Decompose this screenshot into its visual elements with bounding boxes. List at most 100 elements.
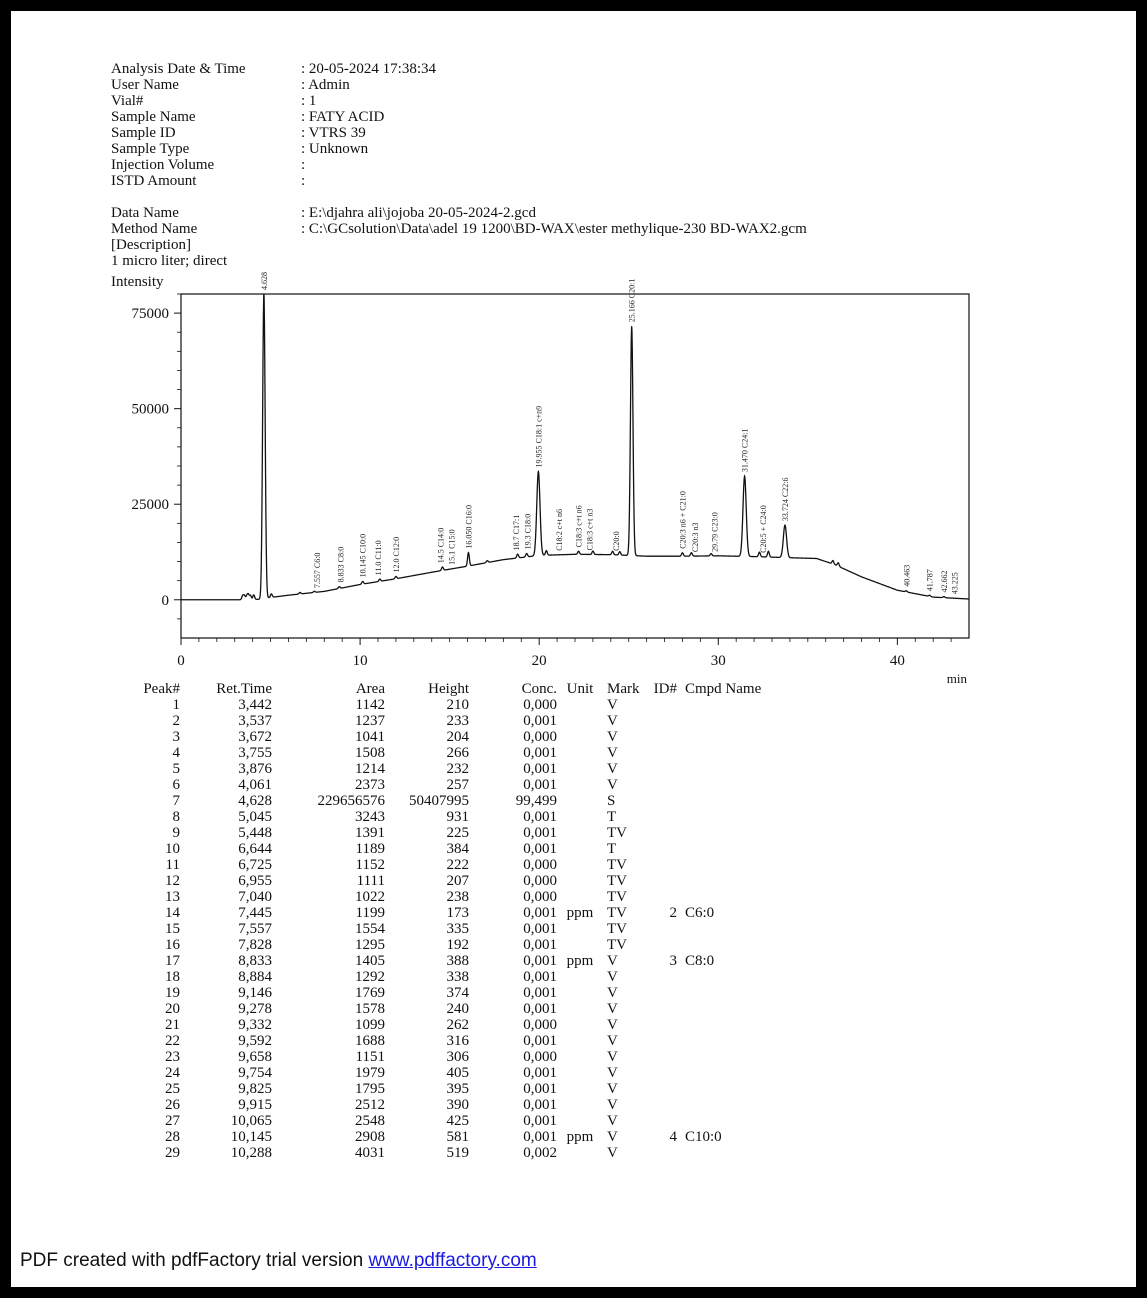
peak-label: C18:3 c+t n3: [585, 509, 594, 551]
table-cell: 5,448: [238, 825, 272, 841]
table-cell: [641, 777, 677, 793]
table-cell: 7,445: [238, 905, 272, 921]
table-cell: [641, 1033, 677, 1049]
table-cell: [677, 1081, 795, 1097]
field-label: Sample Name: [111, 109, 196, 125]
table-cell: [557, 825, 603, 841]
table-cell: 0,000: [523, 889, 557, 905]
table-cell: 1405: [355, 953, 385, 969]
table-cell: 1391: [355, 825, 385, 841]
table-cell: V: [607, 953, 618, 969]
header-field: Injection Volume:: [111, 157, 305, 173]
field-label: Data Name: [111, 205, 179, 221]
column-header: Ret.Time: [216, 680, 272, 697]
peak-label: 7.557 C6:0: [313, 553, 322, 589]
chromatogram-chart: 75000 50000 25000 0 0 10 20 30 40 min 4.628 7.557 C…: [132, 272, 970, 686]
table-cell: 26: [165, 1097, 180, 1113]
table-cell: [557, 985, 603, 1001]
field-label: Sample ID: [111, 125, 176, 141]
table-cell: [557, 1113, 603, 1129]
table-cell: 225: [446, 825, 470, 841]
table-cell: V: [607, 1017, 618, 1033]
table-cell: 3: [669, 953, 678, 969]
peak-label: 12.0 C12:0: [392, 537, 401, 573]
table-cell: [641, 697, 677, 713]
table-cell: V: [607, 713, 618, 729]
field-value: : Admin: [301, 77, 350, 93]
table-cell: 0,001: [523, 1113, 557, 1129]
table-cell: 581: [446, 1129, 470, 1145]
table-cell: [677, 1001, 795, 1017]
table-row: 12 6,955 1111 207 0,000 TV: [108, 873, 795, 889]
table-cell: [641, 937, 677, 953]
table-cell: 1152: [355, 857, 385, 873]
field-value: :: [301, 157, 306, 173]
table-cell: [557, 809, 603, 825]
pdffactory-link[interactable]: www.pdffactory.com: [368, 1250, 537, 1271]
table-cell: [677, 1097, 795, 1113]
table-cell: 23: [165, 1049, 180, 1065]
table-cell: 7,828: [238, 937, 272, 953]
table-cell: 9,146: [238, 985, 272, 1001]
peak-label: 25.166 C20:1: [628, 279, 637, 323]
table-cell: TV: [607, 857, 627, 873]
table-row: 16 7,828 1295 192 0,001 TV: [108, 937, 795, 953]
table-cell: 21: [165, 1017, 180, 1033]
table-cell: 9,915: [238, 1097, 272, 1113]
table-cell: 10,145: [230, 1129, 272, 1145]
column-header: Mark: [607, 680, 640, 697]
table-cell: V: [607, 1113, 618, 1129]
table-cell: 3: [172, 729, 181, 745]
table-cell: V: [607, 777, 618, 793]
table-cell: 0,001: [523, 777, 557, 793]
table-cell: 1151: [355, 1049, 385, 1065]
table-cell: 335: [446, 921, 470, 937]
table-cell: [677, 1049, 795, 1065]
table-cell: T: [607, 841, 617, 857]
table-cell: ppm: [566, 953, 594, 969]
peak-label: C20:0: [612, 531, 621, 551]
table-cell: 0,001: [523, 745, 557, 761]
table-cell: 0,001: [523, 713, 557, 729]
table-cell: 1769: [355, 985, 385, 1001]
table-cell: 8: [172, 809, 181, 825]
peak-label: 42.662: [940, 571, 949, 593]
table-cell: ppm: [566, 905, 594, 921]
peak-label: C18:2 c+t n6: [555, 509, 564, 551]
table-cell: 17: [165, 953, 180, 969]
table-cell: 3,876: [238, 761, 272, 777]
column-header: Unit: [566, 680, 594, 697]
table-cell: 7,040: [238, 889, 272, 905]
table-cell: 1111: [356, 873, 385, 889]
table-cell: [557, 1097, 603, 1113]
table-cell: 0,001: [523, 761, 557, 777]
table-cell: 10: [165, 841, 180, 857]
table-cell: [641, 969, 677, 985]
table-cell: [641, 921, 677, 937]
peak-label: C18:3 c+t n6: [575, 505, 584, 547]
table-cell: V: [607, 697, 618, 713]
table-cell: [677, 1065, 795, 1081]
table-cell: T: [607, 809, 617, 825]
table-row: 13 7,040 1022 238 0,000 TV: [108, 889, 795, 905]
table-cell: 50407995: [409, 793, 469, 809]
peak-label: 18.7 C17:1: [512, 515, 521, 551]
table-cell: 384: [446, 841, 470, 857]
field-value: : FATY ACID: [301, 109, 385, 125]
table-cell: [677, 713, 795, 729]
y-tick-label: 0: [162, 593, 170, 609]
table-cell: [677, 921, 795, 937]
table-cell: [557, 1081, 603, 1097]
table-cell: 1022: [355, 889, 385, 905]
table-cell: 1979: [355, 1065, 385, 1081]
table-cell: [557, 697, 603, 713]
table-cell: 1795: [355, 1081, 385, 1097]
table-cell: 2: [669, 905, 678, 921]
peak-label: C20:3 n3: [691, 523, 700, 553]
footer-text: PDF created with pdfFactory trial versio…: [20, 1250, 369, 1271]
table-cell: [557, 1065, 603, 1081]
table-cell: 262: [446, 1017, 470, 1033]
table-cell: 27: [165, 1113, 180, 1129]
table-cell: 1214: [355, 761, 385, 777]
table-cell: [641, 713, 677, 729]
